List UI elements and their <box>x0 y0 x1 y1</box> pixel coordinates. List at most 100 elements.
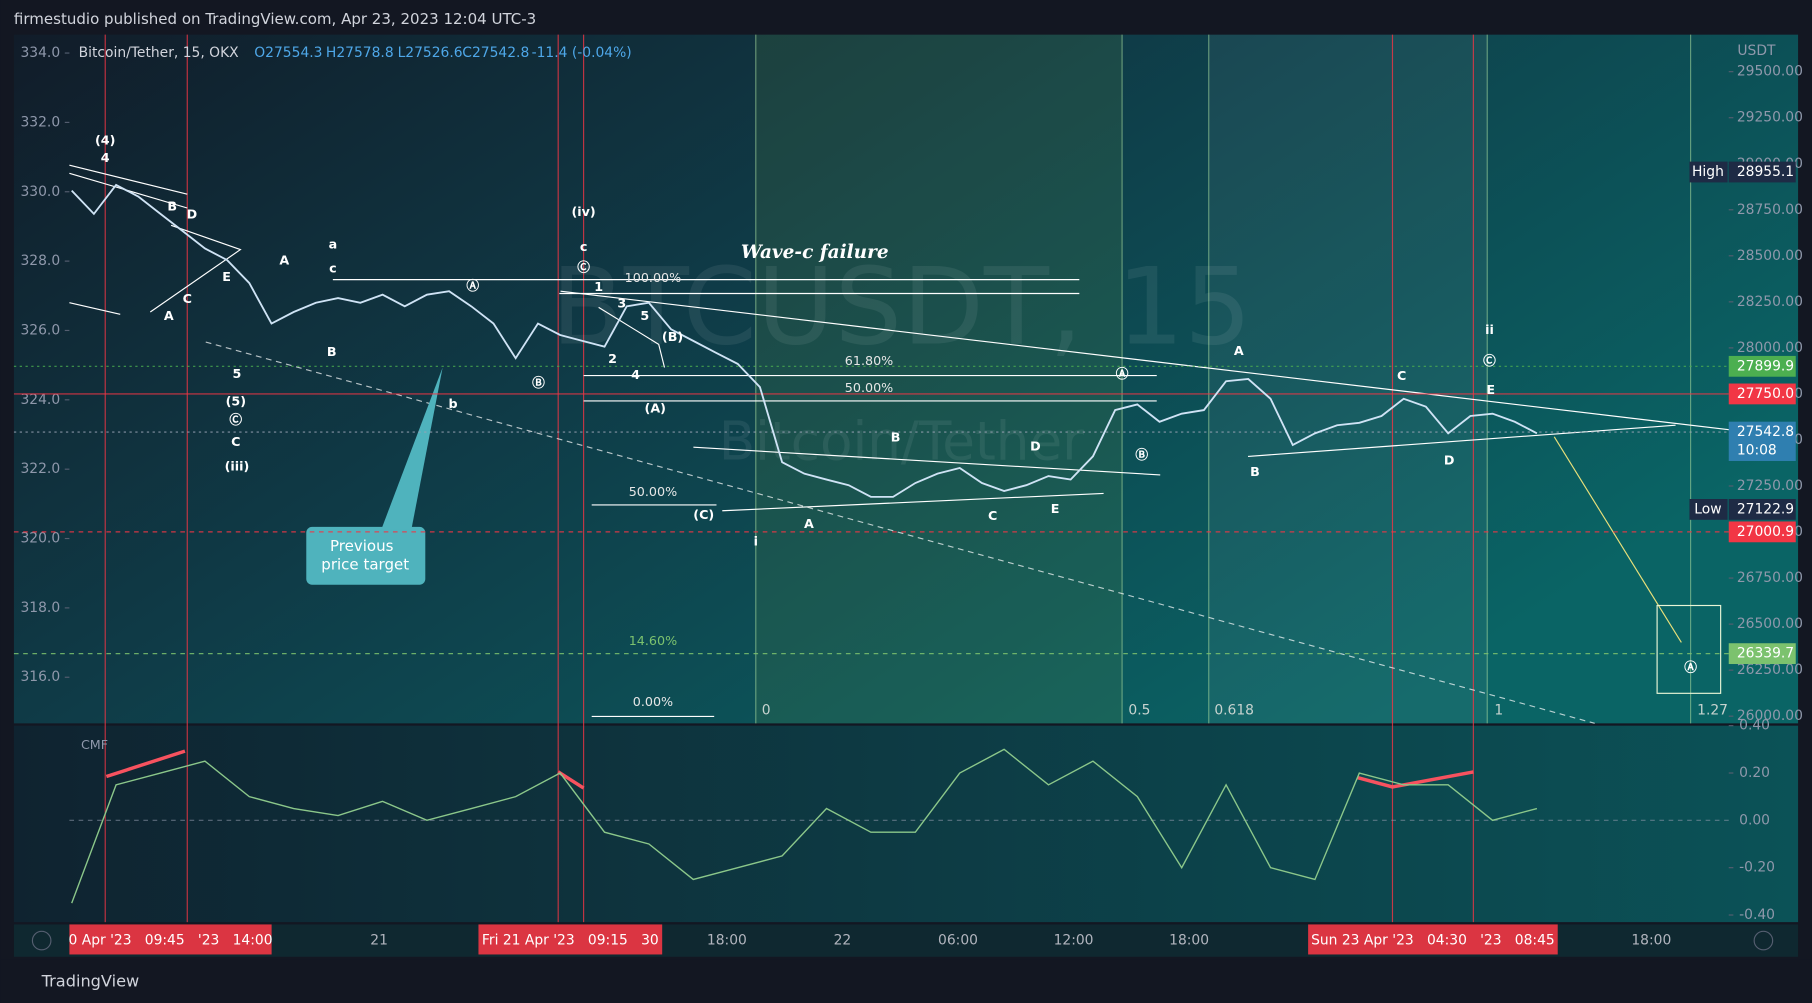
cmf-tick-label: 0.40 <box>1739 718 1770 734</box>
wave-label: (iv) <box>571 204 595 219</box>
wave-label: (C) <box>693 507 714 522</box>
wave-label: (iii) <box>225 458 250 473</box>
y-tick-label: 28750.00 <box>1737 202 1803 218</box>
x-tick-label: 12:00 <box>1054 933 1094 949</box>
fib-label: 50.00% <box>629 484 677 499</box>
wave-label: Ⓑ <box>1135 447 1148 462</box>
price-tag: Low <box>1694 501 1721 517</box>
legend-symbol: Bitcoin/Tether, 15, OKX <box>79 45 240 61</box>
wave-label: Ⓒ <box>1483 353 1496 368</box>
fib-label: 14.60% <box>629 633 677 648</box>
x-tick-label: 18:00 <box>1169 933 1209 949</box>
wave-label: D <box>1030 439 1041 454</box>
callout-box <box>306 526 426 585</box>
legend-close: C27542.8 <box>462 45 529 61</box>
legend-open: O27554.3 <box>254 45 322 61</box>
wave-label: D <box>187 206 198 221</box>
wave-label: C <box>1397 368 1406 383</box>
price-label: 27000.9 <box>1737 524 1794 540</box>
vertical-lines <box>104 34 1474 923</box>
wave-label: C <box>183 291 192 306</box>
wave-label: A <box>164 308 174 323</box>
trendlines <box>69 164 1730 724</box>
price-tag-box <box>1689 161 1728 183</box>
x-tick-label: 06:00 <box>938 933 978 949</box>
x-tick-label: 18:00 <box>707 933 747 949</box>
time-highlight <box>478 924 663 955</box>
y-tick-label: 29250.00 <box>1737 110 1803 126</box>
wave-label: c <box>329 261 337 276</box>
price-label: 27750.0 <box>1737 386 1794 402</box>
cmf-tick-label: -0.40 <box>1739 907 1775 923</box>
wave-label: Ⓒ <box>229 412 242 427</box>
wave-label: (5) <box>226 394 246 409</box>
wave-label: 5 <box>233 366 242 381</box>
wave-label: ii <box>1485 322 1494 337</box>
wave-label: 3 <box>617 295 626 310</box>
y-tick-label: 27250.00 <box>1737 478 1803 494</box>
wave-label: (B) <box>662 329 683 344</box>
annotation-title: Wave-c failure <box>741 242 889 263</box>
price-label-box <box>1728 421 1796 461</box>
countdown: 10:08 <box>1737 443 1777 459</box>
wave-label: A <box>804 516 814 531</box>
x-tick-label: 22 <box>834 933 852 949</box>
wave-label: B <box>167 198 177 213</box>
price-label-box <box>1728 355 1796 377</box>
price-label: 28955.1 <box>1737 164 1794 180</box>
cmf-label: CMF <box>81 737 108 752</box>
y-tick-label: 26500.00 <box>1737 616 1803 632</box>
y-tick-label: 26000.00 <box>1737 708 1803 724</box>
fib-label: 0.00% <box>633 694 673 709</box>
cmf-pane <box>13 725 1799 923</box>
wave-label: B <box>891 429 901 444</box>
icon[interactable] <box>1753 930 1774 951</box>
y2-tick-label: 322.0 <box>20 461 60 477</box>
price-label: 27122.9 <box>1737 501 1794 517</box>
wave-label: 1 <box>594 279 603 294</box>
price-tag-box <box>1689 499 1728 520</box>
callout: price target <box>321 556 409 574</box>
wave-label: 4 <box>101 150 110 165</box>
cmf-tick-label: 0.00 <box>1739 812 1770 828</box>
price-label-box <box>1728 383 1796 405</box>
time-fib-label: 1 <box>1494 703 1503 719</box>
price-label-box <box>1728 499 1796 520</box>
legend-low: L27526.6 <box>398 45 463 61</box>
footer-brand: TradingView <box>41 972 140 991</box>
series-line <box>71 183 1538 498</box>
price-label-box <box>1728 643 1796 665</box>
cmf-tick-label: 0.20 <box>1739 765 1770 781</box>
price-label: 26339.7 <box>1737 646 1794 662</box>
y-tick-label: 26750.00 <box>1737 570 1803 586</box>
wave-label: 2 <box>608 351 617 366</box>
y2-tick-label: 318.0 <box>20 600 60 616</box>
cmf-tick-label: -0.20 <box>1739 860 1775 876</box>
wave-label: Ⓒ <box>577 260 590 275</box>
price-label-box <box>1728 161 1796 183</box>
x-tick-label: 21 <box>370 933 388 949</box>
fib-zone <box>1208 34 1488 724</box>
y2-tick-label: 328.0 <box>20 253 60 269</box>
y-tick-label: 28250.00 <box>1737 294 1803 310</box>
wave-label: c <box>580 239 588 254</box>
y2-tick-label: 330.0 <box>20 184 60 200</box>
time-fib-label: 0.618 <box>1214 703 1254 719</box>
fib-time-lines <box>755 34 1692 724</box>
wave-label: b <box>448 396 457 411</box>
icon[interactable] <box>31 930 52 951</box>
publisher: firmestudio published on TradingView.com… <box>14 10 536 28</box>
currency: USDT <box>1737 43 1776 59</box>
y-tick-label: 26250.00 <box>1737 662 1803 678</box>
time-highlight-label: 0 Apr '23 09:45 '23 14:00 <box>68 933 272 949</box>
fib-zone <box>755 34 1123 724</box>
wave-label: Ⓑ <box>532 375 545 390</box>
y-tick-label: 28000.00 <box>1737 340 1803 356</box>
callout: Previous <box>330 537 394 555</box>
wave-label: (A) <box>645 401 666 416</box>
price-label: 27542.8 <box>1737 424 1794 440</box>
series-line <box>71 748 1538 904</box>
time-highlight <box>69 924 272 955</box>
wave-label: E <box>1486 382 1495 397</box>
wave-label: E <box>222 269 231 284</box>
